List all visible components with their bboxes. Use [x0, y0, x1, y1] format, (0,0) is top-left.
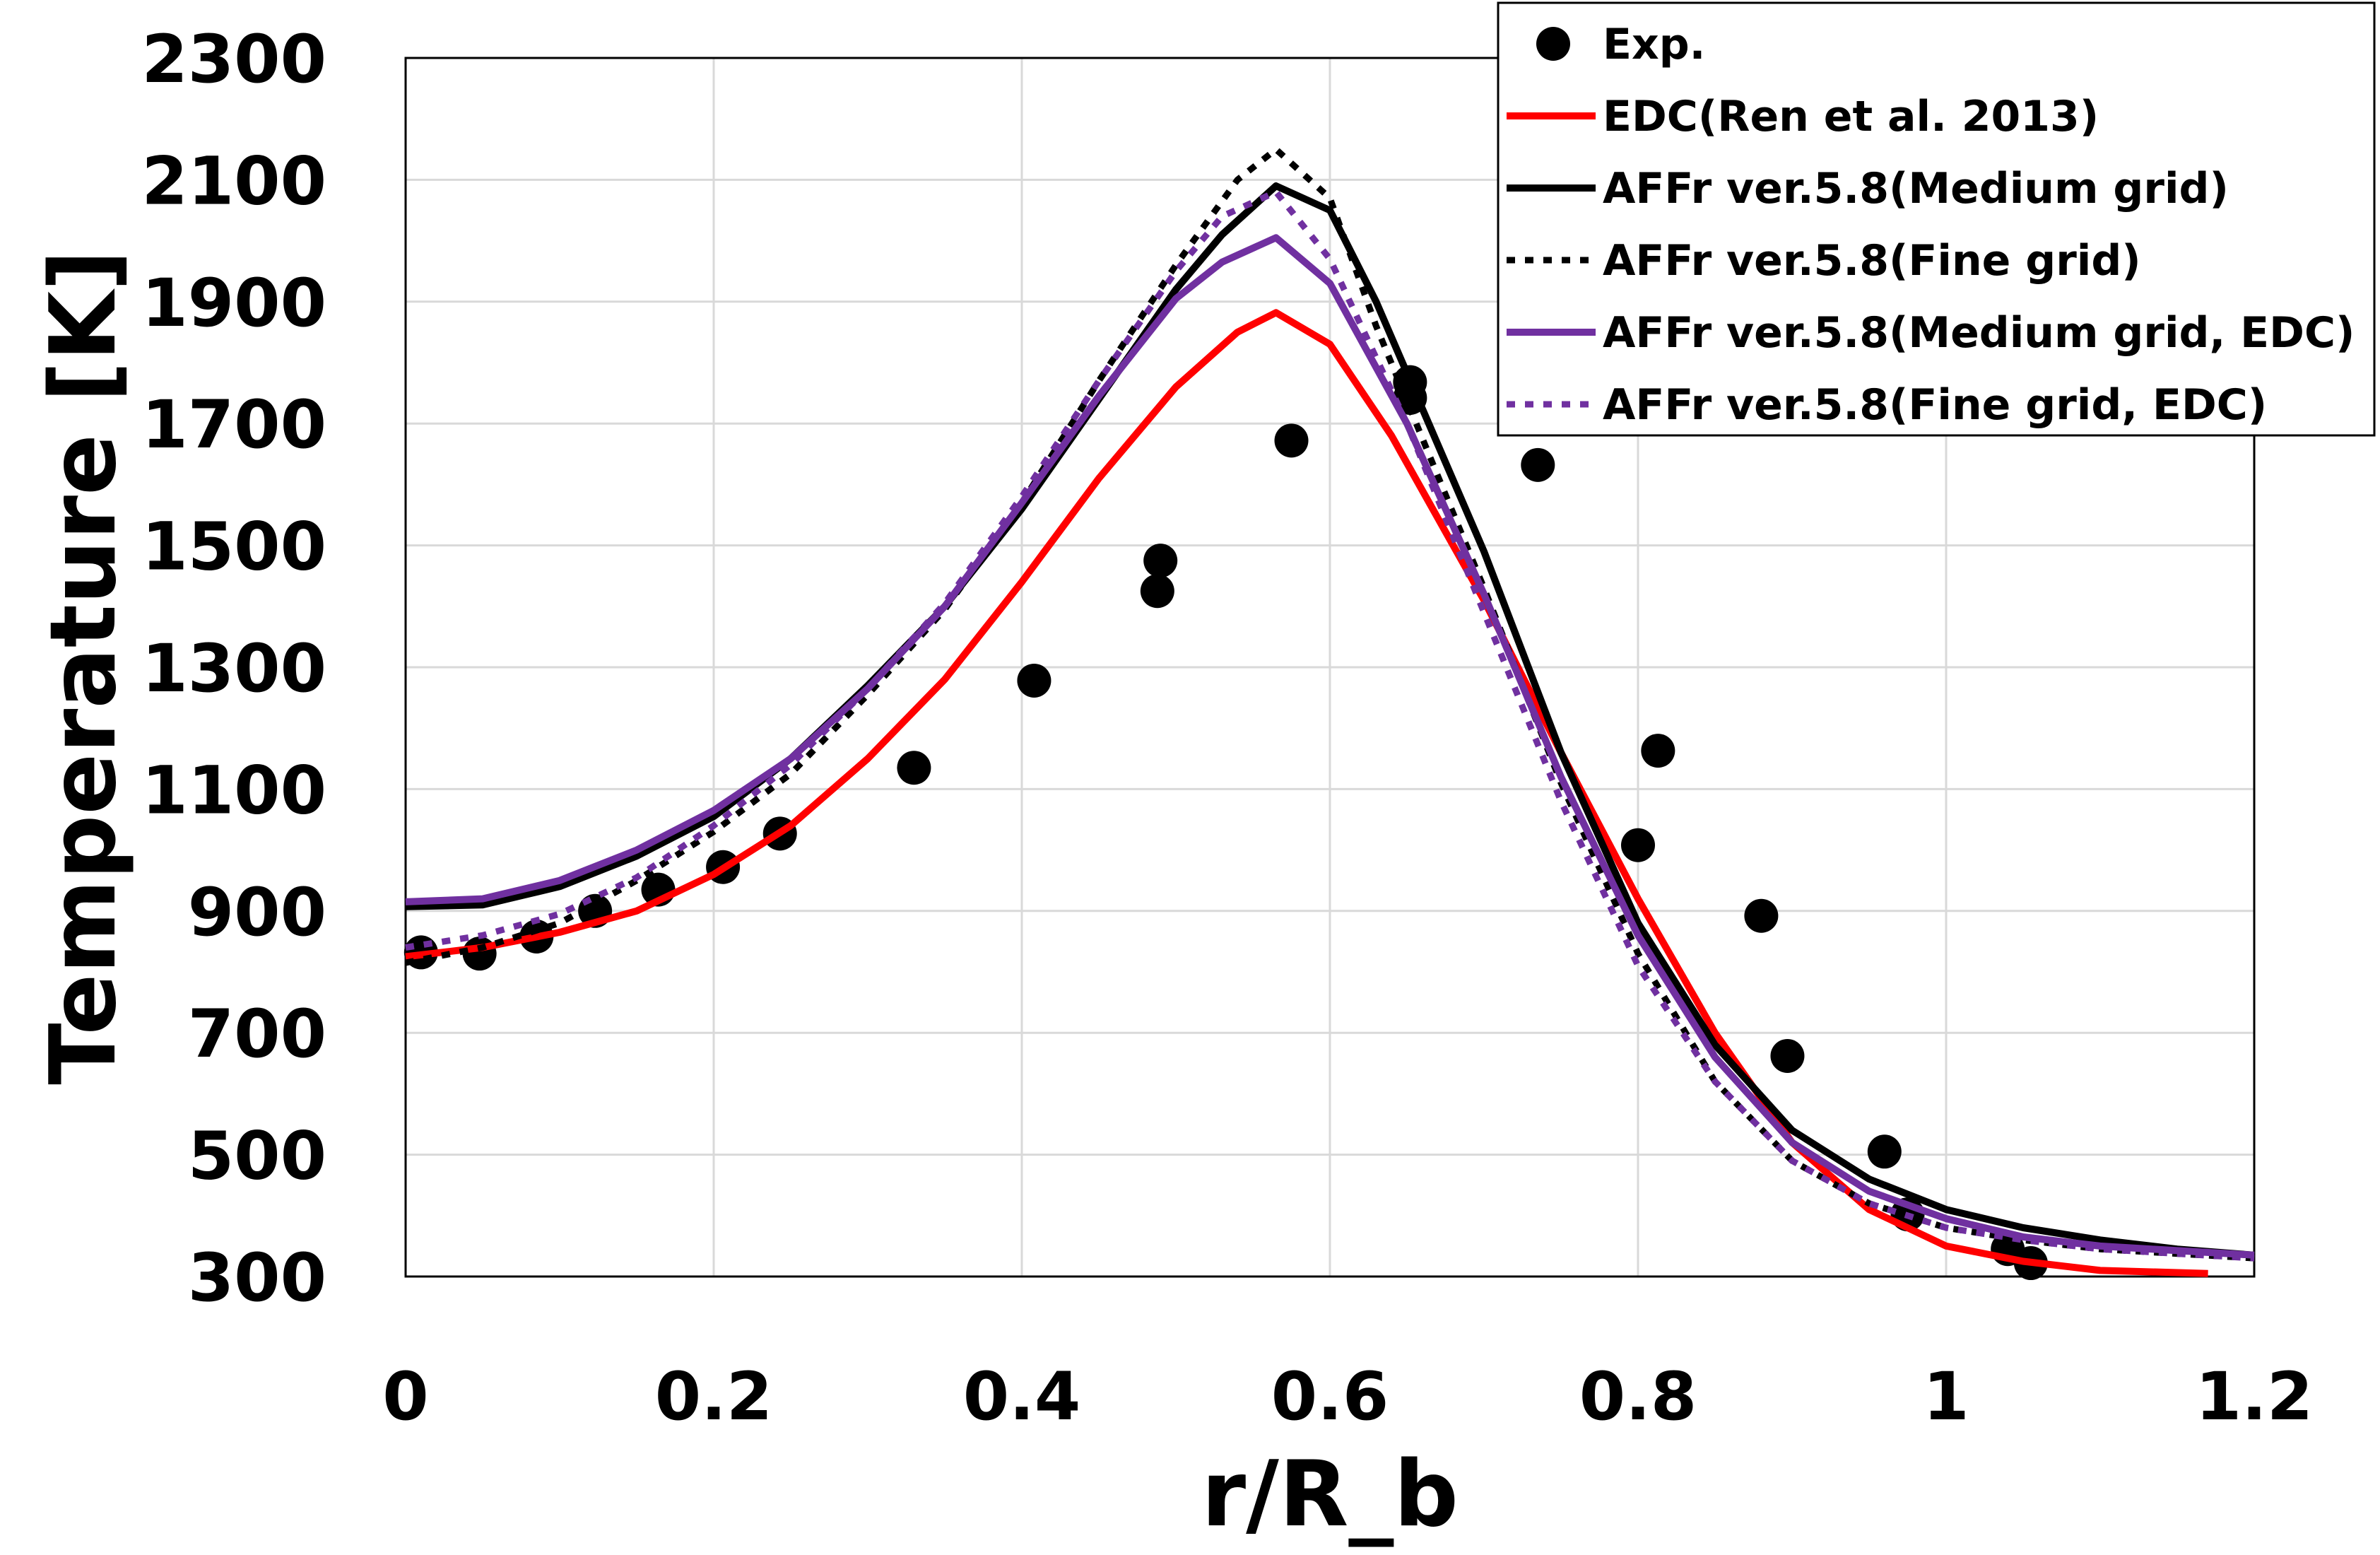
data-point [1641, 734, 1675, 768]
x-tick-label: 0.2 [655, 1359, 773, 1436]
y-tick-label: 900 [188, 874, 326, 951]
series-affr-ver-5-8-medium-grid-edc [405, 234, 2255, 1259]
legend-label: AFFr ver.5.8(Fine grid, EDC) [1603, 380, 2267, 430]
y-tick-label: 2100 [141, 143, 326, 220]
y-tick-label: 2300 [141, 21, 326, 98]
data-point [1770, 1038, 1805, 1073]
x-tick-label: 0.4 [963, 1359, 1081, 1436]
series-line [405, 146, 2255, 1262]
legend-marker [1536, 27, 1570, 61]
x-tick-label: 0 [382, 1359, 428, 1436]
data-point [1143, 544, 1178, 578]
series-affr-ver-5-8-medium-grid [405, 182, 2255, 1259]
series-line [405, 182, 2255, 1259]
x-axis-tick-labels: 0 0.2 0.4 0.6 0.8 1 1.2 [382, 1359, 2313, 1436]
x-axis-title: r/R_b [1201, 1442, 1459, 1547]
y-tick-label: 1700 [141, 387, 326, 464]
legend-item-edc-ren-et-al-2013: EDC(Ren et al. 2013) [1507, 92, 2099, 141]
x-tick-label: 1 [1923, 1359, 1969, 1436]
data-point [1274, 423, 1309, 458]
data-point [1867, 1134, 1902, 1169]
legend-label: AFFr ver.5.8(Fine grid) [1603, 236, 2141, 286]
series-affr-ver-5-8-fine-grid [405, 146, 2255, 1262]
series-line [405, 309, 2208, 1277]
data-point [1521, 447, 1555, 482]
legend-label: Exp. [1603, 20, 1705, 69]
x-tick-label: 0.8 [1579, 1359, 1697, 1436]
y-tick-label: 1100 [141, 752, 326, 829]
legend-label: AFFr ver.5.8(Medium grid) [1603, 164, 2229, 213]
data-point [1621, 828, 1655, 862]
series-line [405, 189, 2255, 1262]
series-affr-ver-5-8-fine-grid-edc [405, 189, 2255, 1262]
data-point [1017, 663, 1051, 698]
series-layer [403, 146, 2255, 1281]
y-tick-label: 1300 [141, 630, 326, 708]
x-tick-label: 1.2 [2196, 1359, 2314, 1436]
data-point [1744, 898, 1779, 933]
legend: Exp. EDC(Ren et al. 2013) AFFr ver.5.8(Med… [1497, 1, 2376, 437]
legend-item-affr-ver-5-8-medium-grid-edc: AFFr ver.5.8(Medium grid, EDC) [1507, 308, 2355, 358]
legend-item-affr-ver-5-8-fine-grid: AFFr ver.5.8(Fine grid) [1507, 236, 2141, 286]
y-tick-label: 700 [188, 996, 326, 1073]
legend-label: EDC(Ren et al. 2013) [1603, 92, 2099, 141]
y-tick-label: 1900 [141, 265, 326, 342]
plot-area-border [404, 57, 2256, 1278]
legend-item-affr-ver-5-8-medium-grid: AFFr ver.5.8(Medium grid) [1507, 164, 2229, 213]
series-edc-ren-et-al-2013 [405, 309, 2208, 1277]
data-point [1140, 574, 1174, 609]
y-tick-label: 300 [188, 1240, 326, 1317]
x-tick-label: 0.6 [1271, 1359, 1389, 1436]
y-axis-tick-labels: 300 500 700 900 1100 1300 1500 1700 1900 2100 2300 [141, 21, 326, 1317]
y-tick-label: 500 [188, 1118, 326, 1195]
y-tick-label: 1500 [141, 509, 326, 586]
legend-item-exp: Exp. [1536, 20, 1705, 69]
series-line [405, 234, 2255, 1259]
legend-box [1497, 1, 2376, 437]
y-axis-title: Temperature [K] [31, 250, 136, 1084]
legend-item-affr-ver-5-8-fine-grid-edc: AFFr ver.5.8(Fine grid, EDC) [1507, 380, 2267, 430]
legend-label: AFFr ver.5.8(Medium grid, EDC) [1603, 308, 2355, 358]
data-point [897, 751, 931, 785]
